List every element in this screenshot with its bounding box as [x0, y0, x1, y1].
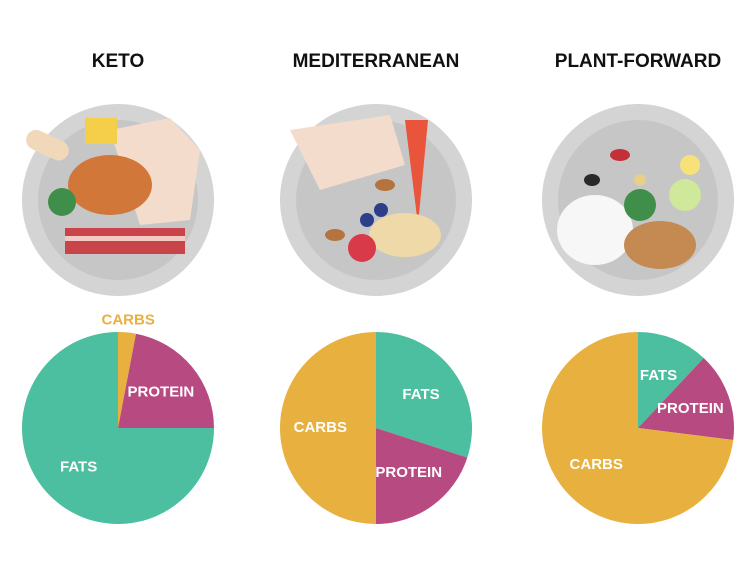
slice-label: PROTEIN	[375, 464, 442, 481]
pie-slice	[118, 332, 136, 428]
pie-slice	[638, 332, 704, 428]
slice-label: CARBS	[570, 456, 623, 473]
chart-title: KETO	[92, 51, 144, 72]
pie-slice	[376, 428, 468, 524]
slice-label: PROTEIN	[128, 383, 195, 400]
mediterranean-plate	[280, 104, 472, 296]
slice-label: PROTEIN	[657, 400, 724, 417]
slice-label: FATS	[60, 458, 97, 475]
chart-title: MEDITERRANEAN	[293, 51, 460, 72]
slice-label: FATS	[640, 367, 677, 384]
chart-title: PLANT-FORWARD	[555, 51, 721, 72]
pie-slice	[638, 358, 734, 441]
slice-label: FATS	[402, 386, 439, 403]
slice-label: CARBS	[294, 419, 347, 436]
pie-slice	[22, 332, 214, 524]
pie-slice	[542, 332, 734, 524]
pie-slice	[118, 333, 214, 428]
pie-slice	[280, 332, 376, 524]
pie-slice	[376, 332, 473, 458]
plant-forward-plate	[542, 104, 734, 296]
slice-label: CARBS	[101, 311, 154, 328]
keto-plate	[22, 104, 214, 296]
